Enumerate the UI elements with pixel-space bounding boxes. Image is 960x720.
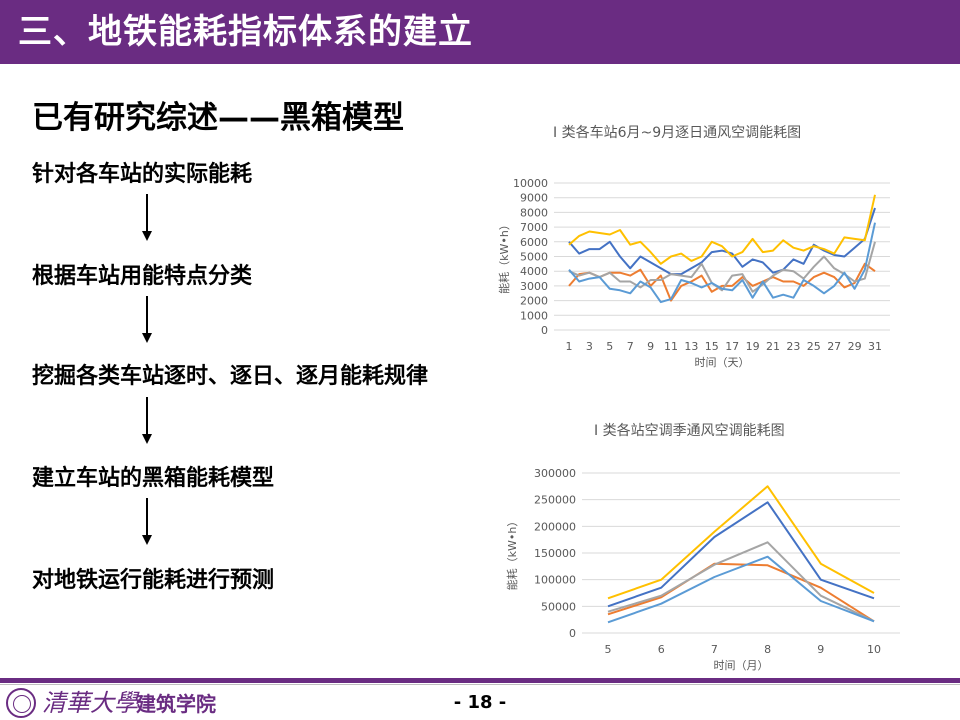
y-tick-label: 200000: [534, 520, 576, 533]
y-tick-label: 9000: [520, 192, 548, 205]
x-axis-label: 时间（天）: [695, 356, 750, 369]
flow-step-1: 针对各车站的实际能耗: [32, 162, 253, 187]
y-tick-label: 300000: [534, 467, 576, 480]
series-line-3: [568, 241, 876, 293]
x-tick-label: 1: [566, 340, 573, 353]
title-bar: 三、地铁能耗指标体系的建立: [0, 0, 960, 64]
y-tick-label: 50000: [541, 600, 576, 613]
x-axis-label: 时间（月）: [714, 659, 769, 672]
x-tick-label: 19: [746, 340, 760, 353]
y-tick-label: 4000: [520, 265, 548, 278]
series-line-5: [568, 222, 876, 304]
y-tick-label: 1000: [520, 309, 548, 322]
down-arrow-icon: [142, 296, 152, 343]
y-axis-label: 能耗（kW•h）: [497, 219, 511, 294]
x-tick-label: 27: [827, 340, 841, 353]
down-arrow-icon: [142, 397, 152, 444]
series-line-2: [607, 562, 875, 623]
y-axis-label: 能耗（kW•h）: [505, 516, 519, 591]
y-tick-label: 7000: [520, 221, 548, 234]
series-line-5: [607, 555, 875, 624]
x-tick-label: 11: [664, 340, 678, 353]
y-tick-label: 3000: [520, 280, 548, 293]
footer-divider: [0, 684, 960, 685]
x-tick-label: 31: [868, 340, 882, 353]
x-tick-label: 9: [817, 643, 824, 656]
department-name: 建筑学院: [136, 692, 216, 716]
x-tick-label: 17: [725, 340, 739, 353]
x-tick-label: 25: [807, 340, 821, 353]
y-tick-label: 100000: [534, 574, 576, 587]
x-tick-label: 21: [766, 340, 780, 353]
x-tick-label: 13: [684, 340, 698, 353]
y-tick-label: 10000: [513, 177, 548, 190]
university-logo: 清華大學: [42, 689, 138, 717]
x-tick-label: 6: [658, 643, 665, 656]
down-arrow-icon: [142, 498, 152, 545]
footer-bar: [0, 678, 960, 683]
daily-energy-chart: 0100020003000400050006000700080009000100…: [497, 177, 890, 369]
flow-step-3: 挖掘各类车站逐时、逐日、逐月能耗规律: [32, 364, 429, 389]
down-arrow-icon: [142, 194, 152, 241]
series-line-1: [607, 501, 875, 608]
series-line-2: [568, 262, 876, 302]
chart-1-title: I 类各车站6月~9月逐日通风空调能耗图: [553, 125, 802, 141]
x-tick-label: 8: [764, 643, 771, 656]
section-subtitle: 已有研究综述——黑箱模型: [32, 100, 404, 136]
y-tick-label: 0: [569, 627, 576, 640]
university-seal-icon: [6, 688, 36, 718]
x-tick-label: 15: [705, 340, 719, 353]
flow-step-4: 建立车站的黑箱能耗模型: [32, 466, 275, 491]
y-tick-label: 0: [541, 324, 548, 337]
y-tick-label: 150000: [534, 547, 576, 560]
series-line-4: [607, 485, 875, 600]
x-tick-label: 7: [711, 643, 718, 656]
y-tick-label: 8000: [520, 206, 548, 219]
series-line-3: [607, 541, 875, 623]
flow-step-2: 根据车站用能特点分类: [32, 264, 253, 289]
x-tick-label: 3: [586, 340, 593, 353]
x-tick-label: 29: [848, 340, 862, 353]
series-line-1: [568, 207, 876, 276]
x-tick-label: 7: [627, 340, 634, 353]
y-tick-label: 250000: [534, 494, 576, 507]
chart-2-title: I 类各站空调季通风空调能耗图: [594, 423, 785, 439]
seasonal-energy-chart: 0 50000 100000 150000 200000 250000 300000 5 6 7 8…: [505, 467, 900, 672]
x-tick-label: 23: [786, 340, 800, 353]
y-tick-label: 6000: [520, 236, 548, 249]
x-tick-label: 5: [605, 643, 612, 656]
y-tick-label: 2000: [520, 295, 548, 308]
series-line-4: [568, 194, 876, 265]
x-tick-label: 5: [606, 340, 613, 353]
x-tick-label: 10: [867, 643, 881, 656]
flow-step-5: 对地铁运行能耗进行预测: [32, 568, 275, 593]
page-number: - 18 -: [453, 692, 507, 713]
y-tick-label: 5000: [520, 251, 548, 264]
slide-title: 三、地铁能耗指标体系的建立: [18, 12, 473, 52]
x-tick-label: 9: [647, 340, 654, 353]
